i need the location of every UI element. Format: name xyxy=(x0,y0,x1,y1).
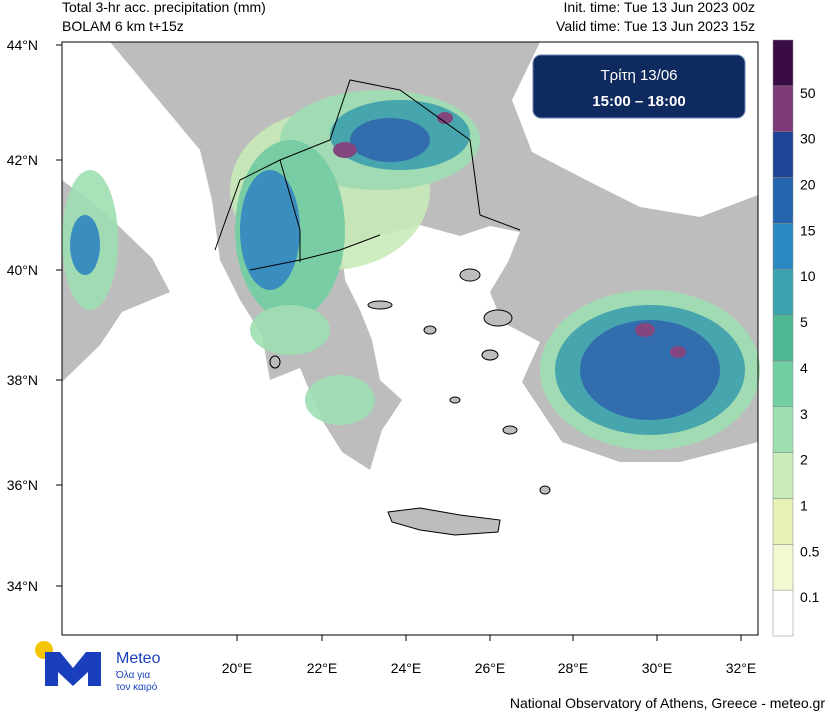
lon-label: 32°E xyxy=(726,660,757,676)
colorbar-segment xyxy=(772,452,794,499)
colorbar-segment xyxy=(772,268,794,316)
islands xyxy=(269,268,551,495)
colorbar: 0.1 0.5 1 2 3 4 5 10 15 20 30 50 xyxy=(772,39,820,637)
lon-label: 22°E xyxy=(307,660,338,676)
colorbar-segment xyxy=(772,360,794,408)
init-time: Init. time: Tue 13 Jun 2023 00z xyxy=(564,0,755,15)
lon-label: 20°E xyxy=(222,660,253,676)
logo-name: Meteo xyxy=(116,650,161,667)
sea xyxy=(62,42,758,635)
logo-tagline: τον καιρό xyxy=(116,681,158,693)
colorbar-segment xyxy=(772,177,794,224)
title: Total 3-hr acc. precipitation (mm) xyxy=(62,0,266,15)
colorbar-segment xyxy=(772,223,794,270)
valid-time: Valid time: Tue 13 Jun 2023 15z xyxy=(556,18,755,34)
lat-label: 36°N xyxy=(7,477,38,493)
lon-axis: 20°E 22°E 24°E 26°E 28°E 30°E 32°E xyxy=(222,635,757,676)
lat-label: 44°N xyxy=(7,37,38,53)
colorbar-segment xyxy=(772,85,794,132)
borders xyxy=(214,79,521,271)
colorbar-label: 4 xyxy=(800,360,808,376)
logo-mark xyxy=(45,652,101,686)
colorbar-label: 50 xyxy=(800,85,816,101)
crete xyxy=(387,507,501,536)
lon-label: 28°E xyxy=(558,660,589,676)
lat-label: 40°N xyxy=(7,262,38,278)
footer: National Observatory of Athens, Greece -… xyxy=(510,695,825,711)
lat-label: 38°N xyxy=(7,372,38,388)
colorbar-label: 20 xyxy=(800,177,816,193)
colorbar-segment xyxy=(772,131,794,178)
lon-label: 30°E xyxy=(642,660,673,676)
colorbar-label: 30 xyxy=(800,131,816,147)
colorbar-segment xyxy=(772,589,794,637)
precipitation xyxy=(62,90,760,450)
logo: Meteo Όλα για τον καιρό xyxy=(35,641,161,693)
colorbar-label: 2 xyxy=(800,452,808,468)
colorbar-label: 10 xyxy=(800,268,816,284)
lat-label: 42°N xyxy=(7,152,38,168)
lat-label: 34°N xyxy=(7,578,38,594)
map xyxy=(61,41,760,636)
colorbar-label: 15 xyxy=(800,222,816,238)
colorbar-label: 5 xyxy=(800,314,808,330)
map-frame xyxy=(61,41,759,636)
colorbar-segment xyxy=(772,406,794,453)
time-box xyxy=(532,54,746,119)
colorbar-segment xyxy=(772,39,794,87)
time-box-day: Τρίτη 13/06 xyxy=(601,67,678,84)
lon-label: 24°E xyxy=(391,660,422,676)
colorbar-label: 1 xyxy=(800,497,808,513)
colorbar-segment xyxy=(772,314,794,362)
time-box-period: 15:00 – 18:00 xyxy=(592,93,685,110)
colorbar-label: 0.5 xyxy=(800,543,820,559)
logo-tagline: Όλα για xyxy=(115,670,150,681)
colorbar-segment xyxy=(772,544,794,591)
subtitle: BOLAM 6 km t+15z xyxy=(62,18,184,34)
colorbar-label: 3 xyxy=(800,406,808,422)
colorbar-label: 0.1 xyxy=(800,589,820,605)
lon-label: 26°E xyxy=(475,660,506,676)
colorbar-segment xyxy=(772,498,794,545)
lat-axis: 44°N 42°N 40°N 38°N 36°N 34°N xyxy=(7,37,62,594)
